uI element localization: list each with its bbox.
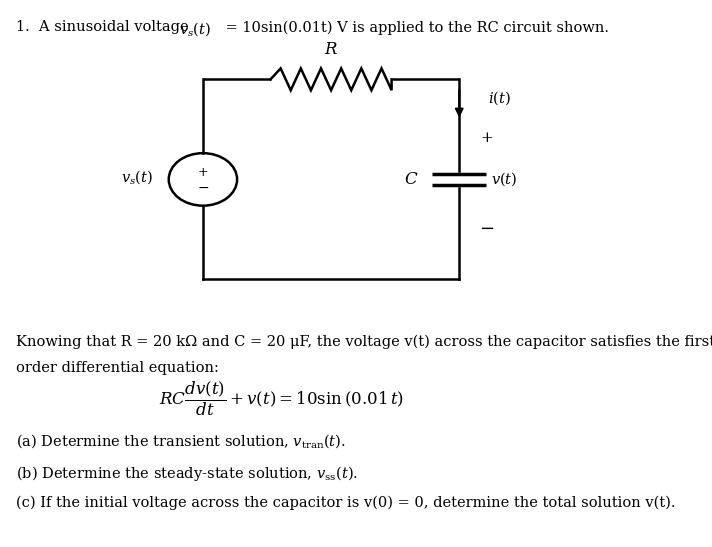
Text: $R$: $R$ — [324, 40, 338, 58]
Text: $C$: $C$ — [404, 171, 418, 188]
Text: $i(t)$: $i(t)$ — [488, 90, 511, 107]
Text: = 10sin(0.01t) V is applied to the RC circuit shown.: = 10sin(0.01t) V is applied to the RC ci… — [221, 20, 609, 34]
Text: +: + — [198, 166, 208, 179]
Text: $v_s(t)$: $v_s(t)$ — [121, 168, 153, 185]
Text: (c) If the initial voltage across the capacitor is v(0) = 0, determine the total: (c) If the initial voltage across the ca… — [16, 496, 675, 510]
Text: $RC\dfrac{dv(t)}{dt} + v(t) = 10\sin\left(0.01\,t\right)$: $RC\dfrac{dv(t)}{dt} + v(t) = 10\sin\lef… — [159, 380, 404, 418]
Text: (b) Determine the steady-state solution, $v_{\rm ss}(t)$.: (b) Determine the steady-state solution,… — [16, 464, 357, 483]
Text: +: + — [480, 131, 493, 146]
Text: 1.  A sinusoidal voltage: 1. A sinusoidal voltage — [16, 20, 193, 34]
Text: $v(t)$: $v(t)$ — [491, 171, 518, 188]
Text: −: − — [197, 181, 209, 195]
Text: Knowing that R = 20 kΩ and C = 20 μF, the voltage v(t) across the capacitor sati: Knowing that R = 20 kΩ and C = 20 μF, th… — [16, 335, 712, 349]
Text: −: − — [478, 220, 494, 237]
Text: order differential equation:: order differential equation: — [16, 361, 219, 375]
Text: $v_s(t)$: $v_s(t)$ — [179, 20, 211, 38]
Text: (a) Determine the transient solution, $v_{\rm tran}(t)$.: (a) Determine the transient solution, $v… — [16, 432, 345, 450]
